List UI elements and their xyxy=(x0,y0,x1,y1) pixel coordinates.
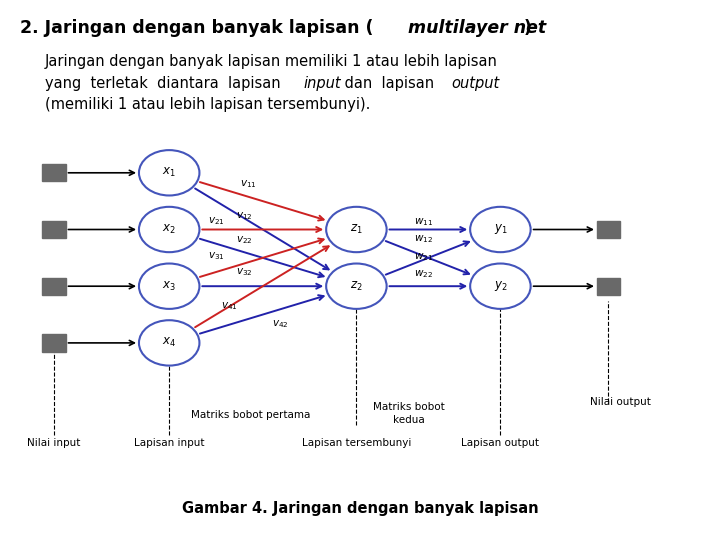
Text: $v_{32}$: $v_{32}$ xyxy=(236,266,253,278)
Text: $v_{11}$: $v_{11}$ xyxy=(240,178,257,190)
Text: Nilai output: Nilai output xyxy=(590,397,651,407)
Text: Lapisan tersembunyi: Lapisan tersembunyi xyxy=(302,438,411,449)
Text: ): ) xyxy=(524,19,532,37)
Text: $v_{31}$: $v_{31}$ xyxy=(207,251,225,262)
Text: input: input xyxy=(303,76,341,91)
Bar xyxy=(42,334,66,352)
Text: $v_{12}$: $v_{12}$ xyxy=(236,210,253,222)
Text: dan  lapisan: dan lapisan xyxy=(340,76,438,91)
Text: (memiliki 1 atau lebih lapisan tersembunyi).: (memiliki 1 atau lebih lapisan tersembun… xyxy=(45,97,370,112)
Circle shape xyxy=(326,207,387,252)
Circle shape xyxy=(470,207,531,252)
Bar xyxy=(42,164,66,181)
Text: $v_{21}$: $v_{21}$ xyxy=(207,215,225,227)
Text: Matriks bobot
kedua: Matriks bobot kedua xyxy=(373,402,445,424)
Text: $x_4$: $x_4$ xyxy=(162,336,176,349)
Bar xyxy=(597,221,620,238)
Text: $y_2$: $y_2$ xyxy=(493,279,508,293)
Text: Nilai input: Nilai input xyxy=(27,438,81,449)
Text: $w_{11}$: $w_{11}$ xyxy=(414,217,433,228)
Text: $v_{42}$: $v_{42}$ xyxy=(272,318,289,330)
Text: multilayer net: multilayer net xyxy=(408,19,546,37)
Text: 2. Jaringan dengan banyak lapisan (: 2. Jaringan dengan banyak lapisan ( xyxy=(20,19,374,37)
Text: $v_{22}$: $v_{22}$ xyxy=(236,234,253,246)
Text: Lapisan input: Lapisan input xyxy=(134,438,204,449)
Text: $z_1$: $z_1$ xyxy=(350,223,363,236)
Text: Matriks bobot pertama: Matriks bobot pertama xyxy=(191,410,310,421)
Text: yang  terletak  diantara  lapisan: yang terletak diantara lapisan xyxy=(45,76,285,91)
Text: $x_1$: $x_1$ xyxy=(162,166,176,179)
Text: $w_{12}$: $w_{12}$ xyxy=(414,233,433,245)
Text: output: output xyxy=(451,76,500,91)
Text: $z_2$: $z_2$ xyxy=(350,280,363,293)
Text: $y_1$: $y_1$ xyxy=(493,222,508,237)
Bar xyxy=(42,221,66,238)
Text: $x_3$: $x_3$ xyxy=(162,280,176,293)
Circle shape xyxy=(139,264,199,309)
Text: $w_{22}$: $w_{22}$ xyxy=(414,268,433,280)
Text: Lapisan output: Lapisan output xyxy=(462,438,539,449)
Circle shape xyxy=(326,264,387,309)
Circle shape xyxy=(139,207,199,252)
Bar xyxy=(42,278,66,295)
Text: Gambar 4. Jaringan dengan banyak lapisan: Gambar 4. Jaringan dengan banyak lapisan xyxy=(181,501,539,516)
Circle shape xyxy=(139,150,199,195)
Text: $w_{21}$: $w_{21}$ xyxy=(414,251,433,263)
Bar xyxy=(597,278,620,295)
Text: $x_2$: $x_2$ xyxy=(162,223,176,236)
Text: Jaringan dengan banyak lapisan memiliki 1 atau lebih lapisan: Jaringan dengan banyak lapisan memiliki … xyxy=(45,54,498,69)
Circle shape xyxy=(470,264,531,309)
Text: $v_{41}$: $v_{41}$ xyxy=(220,300,238,312)
Circle shape xyxy=(139,320,199,366)
